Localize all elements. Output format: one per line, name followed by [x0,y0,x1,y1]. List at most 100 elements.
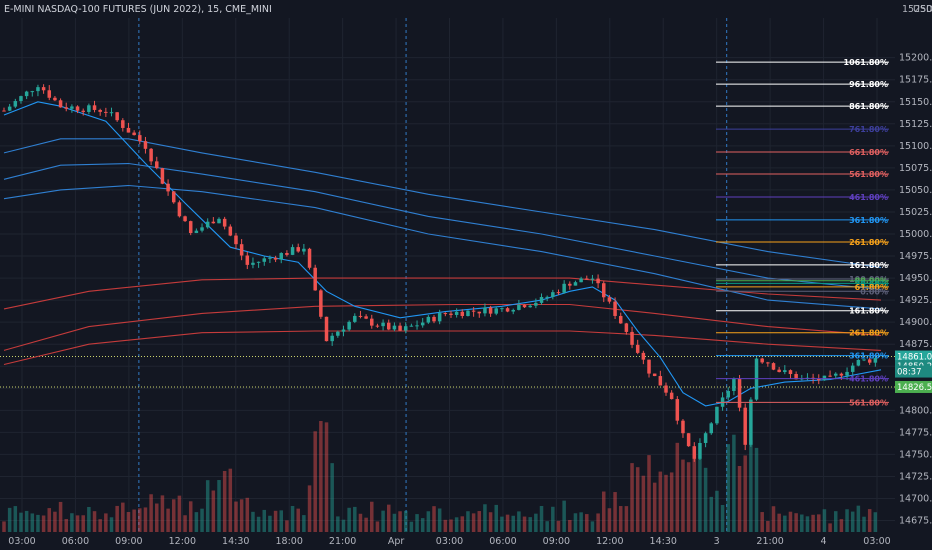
x-tick-label: 03:00 [436,536,463,547]
volume-bar [568,519,572,532]
x-tick-label: 4 [821,536,827,547]
candle-body [392,325,397,330]
volume-bar [658,471,663,532]
ema-red-line [3,330,882,366]
time-axis[interactable]: 03:00 06:00 09:00 12:00 14:30 18:00 21:00 Apr 03… [8,536,890,547]
x-tick-label: 09:00 [543,536,570,547]
volume-bar [324,422,329,532]
candle-body [726,390,730,398]
volume-bar [845,509,849,532]
chart-title: E-MINI NASDAQ-100 FUTURES (JUN 2022), 15… [4,4,272,15]
candle-body [251,262,255,265]
volume-bar [777,513,781,532]
candle-body [477,311,482,314]
fib-level-label: 661.80% [849,148,888,157]
candle-body [171,191,176,203]
volume-bar [47,508,52,532]
candle-body [211,221,216,224]
currency-label[interactable]: USD [913,4,932,15]
volume-bar [245,497,250,532]
volume-bar [251,511,255,532]
volume-bar [454,517,459,532]
volume-bar [132,509,136,532]
candle-body [319,290,323,317]
y-axis-top-label: 15250.00 [902,4,932,15]
candle-body [579,278,583,283]
candle-body [749,399,753,445]
volume-bar [664,474,668,532]
volume-bar [415,514,419,532]
price-badge-label: 14861.00 [897,353,932,363]
candle-body [437,313,442,322]
candle-body [686,433,691,447]
candle-body [539,297,544,303]
candle-body [528,305,532,308]
candle-body [692,446,697,459]
price-badge-label: 08:37 [897,368,922,378]
volume-bar [743,455,747,532]
y-tick-label: 14950.00 [899,273,932,284]
volume-bar [488,512,493,532]
volume-bar [641,475,646,532]
fib-level-label: 0.00% [860,287,888,296]
candle-body [624,323,629,332]
candle-body [573,282,578,286]
candle-body [375,325,380,327]
candle-body [347,321,351,330]
volume-bar [336,516,340,532]
volume-bar [800,514,804,532]
candle-body [245,255,250,265]
candle-body [200,227,204,231]
candle-body [641,352,646,360]
x-tick-label: 3 [714,536,720,547]
candle-body [432,316,436,322]
candle-body [647,359,651,374]
volume-bar [211,490,216,532]
candle-body [635,344,640,353]
candle-body [862,359,866,361]
volume-bar [75,515,80,532]
volume-bar [652,482,657,532]
volume-bar [426,511,431,532]
volume-bar [58,501,63,532]
candle-body [488,307,493,314]
candle-body [788,370,793,375]
volume-bar [296,508,300,532]
volume-bar [471,513,476,532]
volume-bar [341,519,346,532]
x-tick-label: 21:00 [756,536,783,547]
volume-bar [822,509,827,532]
volume-bar [420,518,425,532]
candle-body [217,218,221,224]
volume-bar [217,480,221,532]
volume-bar [121,502,125,532]
candle-body [652,373,657,377]
candle-body [449,313,453,315]
candle-body [850,365,855,372]
volume-bar [754,447,759,532]
volume-bar [437,508,442,532]
volume-bar [867,509,872,532]
volume-bar [138,508,142,532]
candle-body [177,202,182,217]
volume-bar [347,507,351,532]
candle-body [364,316,368,319]
y-tick-label: 15050.00 [899,185,932,196]
volume-bar [41,515,46,532]
volume-bar [449,519,453,532]
candle-body [766,362,770,364]
volume-bar [839,519,844,532]
volume-bar [2,521,6,532]
volume-bar [669,472,674,532]
volume-bar [104,513,108,532]
volume-bar [194,512,199,532]
y-tick-label: 14750.00 [899,449,932,460]
fib-level-label: 861.80% [849,102,888,111]
candle-body [121,120,125,128]
candle-body [358,315,363,317]
volume-bar [483,504,487,532]
candle-body [856,359,861,366]
volume-bar [358,513,363,532]
